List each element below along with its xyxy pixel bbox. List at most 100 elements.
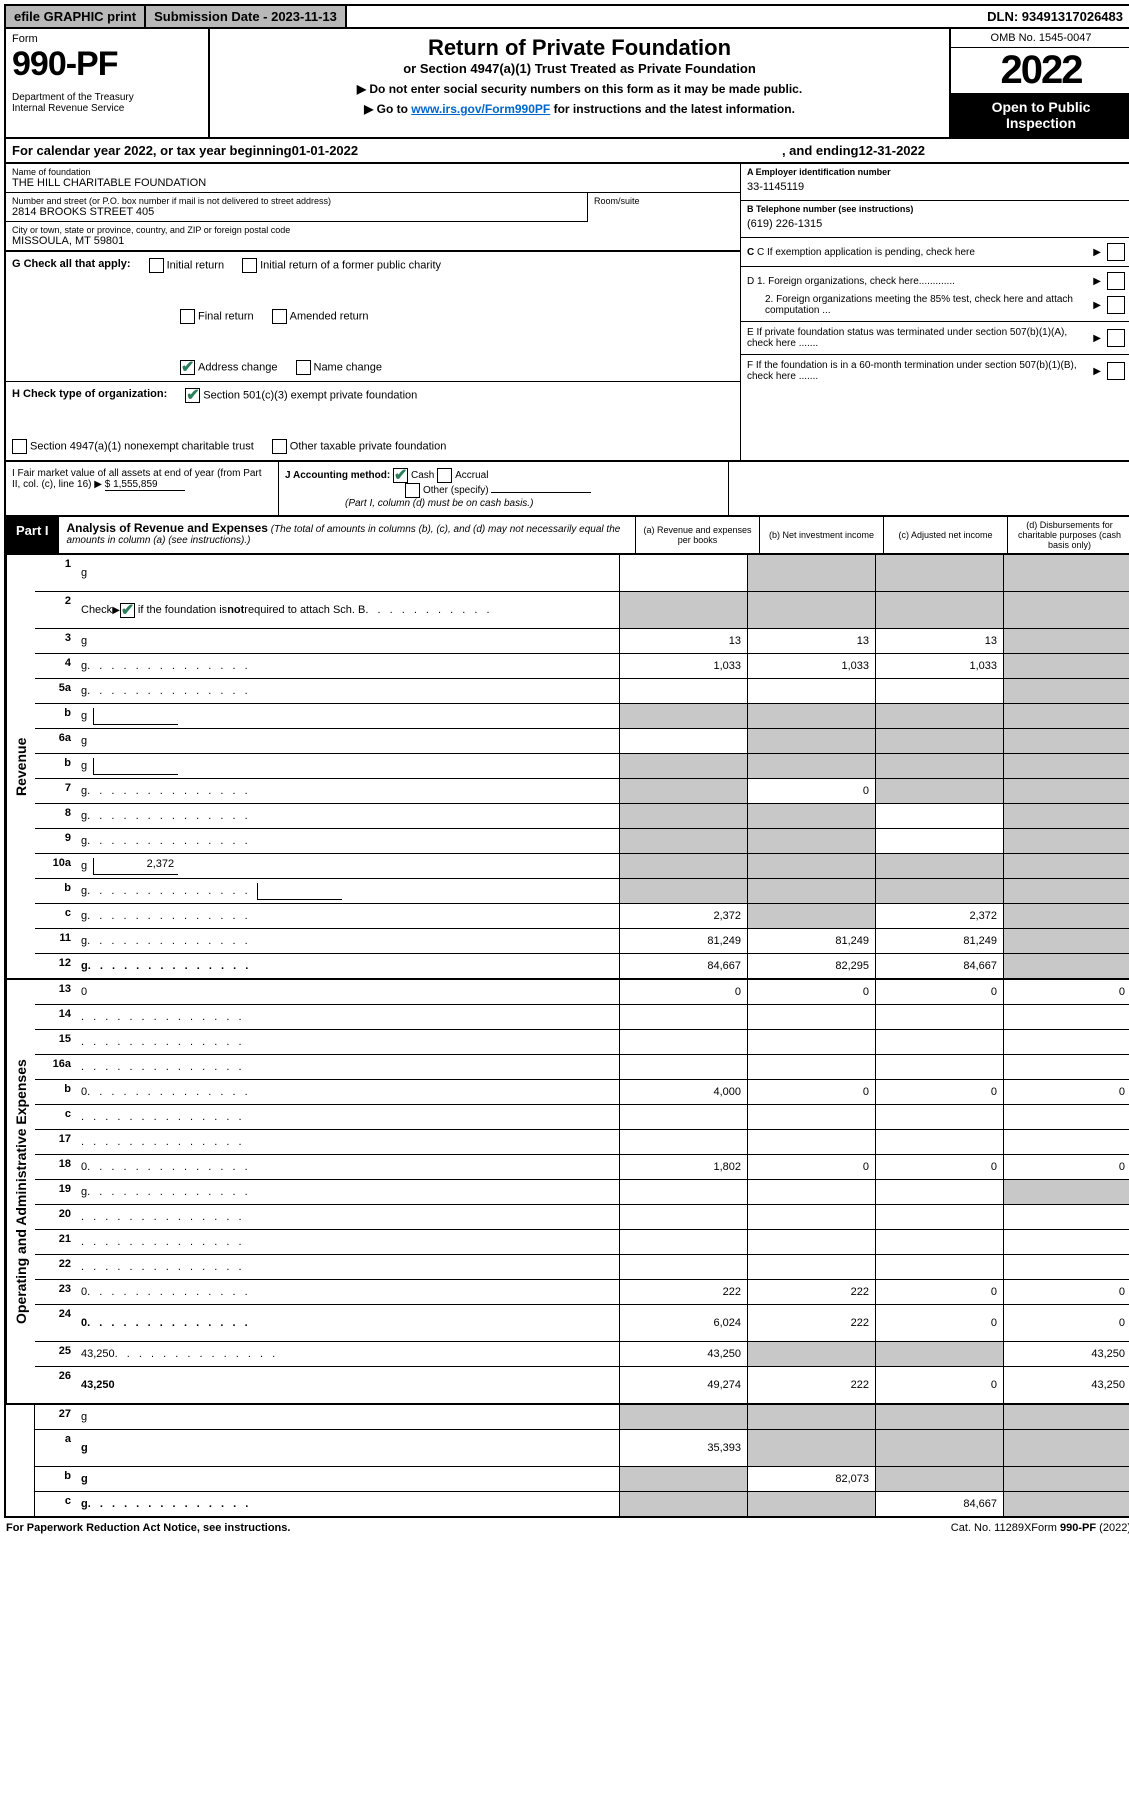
col-d [1003,729,1129,753]
col-a [619,679,747,703]
line-a: ag35,393 [35,1430,1129,1467]
net-grid: 27gag35,393bg82,073cg84,667 [4,1405,1129,1518]
col-c [875,592,1003,628]
cb-amended[interactable]: Amended return [272,309,369,324]
instructions-link[interactable]: www.irs.gov/Form990PF [411,102,550,116]
form-title: Return of Private Foundation [216,35,943,61]
col-d [1003,654,1129,678]
line-desc: 43,250 [77,1342,619,1366]
arrow-icon [1093,366,1101,377]
cb-4947[interactable]: Section 4947(a)(1) nonexempt charitable … [12,439,254,454]
cy-pre: For calendar year 2022, or tax year begi… [12,143,292,158]
cb-other-method[interactable]: Other (specify) [405,485,591,496]
line-desc: 43,250 [77,1367,619,1403]
col-d: 0 [1003,1305,1129,1341]
col-c [875,1255,1003,1279]
line-desc: g [77,1430,619,1466]
col-c [875,729,1003,753]
cb-final-return[interactable]: Final return [180,309,254,324]
col-d [1003,1255,1129,1279]
d1-label: D 1. Foreign organizations, check here..… [747,276,1093,287]
col-d: 0 [1003,980,1129,1004]
line-desc: g [77,679,619,703]
col-d [1003,954,1129,978]
line-num: 11 [35,929,77,953]
cy-end: 12-31-2022 [859,143,926,158]
col-b [747,879,875,903]
col-a [619,1105,747,1129]
col-c [875,1130,1003,1154]
ein-value: 33-1145119 [747,177,1125,197]
col-b [747,1030,875,1054]
col-c-head: (c) Adjusted net income [883,517,1007,553]
revenue-side-label: Revenue [6,555,35,978]
col-a [619,1005,747,1029]
line-num: 19 [35,1180,77,1204]
col-b: 0 [747,980,875,1004]
line-num: 3 [35,629,77,653]
col-c [875,679,1003,703]
cb-cash[interactable]: Cash [393,470,434,481]
cb-501c3[interactable]: Section 501(c)(3) exempt private foundat… [185,388,417,403]
cb-d1[interactable] [1107,272,1125,290]
ij-row: I Fair market value of all assets at end… [4,462,1129,517]
cb-name-change[interactable]: Name change [296,360,383,375]
line-desc: g [77,729,619,753]
col-c: 81,249 [875,929,1003,953]
cb-f[interactable] [1107,362,1125,380]
line-desc [77,1055,619,1079]
note2-pre: ▶ Go to [364,102,411,116]
line-b: bg [35,879,1129,904]
col-d [1003,1492,1129,1516]
col-b [747,829,875,853]
line-desc: g [77,929,619,953]
col-c [875,704,1003,728]
cb-c[interactable] [1107,243,1125,261]
line-2: 2Check if the foundation is not required… [35,592,1129,629]
line-num: 25 [35,1342,77,1366]
line-21: 21 [35,1230,1129,1255]
line-c: cg84,667 [35,1492,1129,1516]
line-num: 2 [35,592,77,628]
cb-e[interactable] [1107,329,1125,347]
col-c: 84,667 [875,954,1003,978]
col-d [1003,555,1129,591]
col-b [747,729,875,753]
line-desc [77,1105,619,1129]
col-b: 222 [747,1280,875,1304]
line-num: 7 [35,779,77,803]
cb-initial-former[interactable]: Initial return of a former public charit… [242,258,441,273]
col-b [747,555,875,591]
col-b [747,1405,875,1429]
col-b [747,754,875,778]
col-a [619,1255,747,1279]
line-18: 1801,802000 [35,1155,1129,1180]
cb-d2[interactable] [1107,296,1125,314]
col-c [875,1180,1003,1204]
cb-accrual[interactable]: Accrual [437,470,488,481]
cb-initial-return[interactable]: Initial return [149,258,224,273]
col-d [1003,704,1129,728]
col-a-head: (a) Revenue and expenses per books [635,517,759,553]
line-num: 10a [35,854,77,878]
col-a: 49,274 [619,1367,747,1403]
line-6a: 6ag [35,729,1129,754]
line-num: 16a [35,1055,77,1079]
sub-amount: 2,372 [93,858,178,875]
line-desc: 0 [77,1280,619,1304]
col-d: 0 [1003,1280,1129,1304]
col-c: 0 [875,1280,1003,1304]
addr-room-row: Number and street (or P.O. box number if… [6,193,740,222]
col-d [1003,879,1129,903]
net-rows: 27gag35,393bg82,073cg84,667 [35,1405,1129,1516]
footer-mid: Cat. No. 11289X [951,1522,1032,1534]
efile-label[interactable]: efile GRAPHIC print [6,6,146,27]
line-num: 8 [35,804,77,828]
note-ssn: ▶ Do not enter social security numbers o… [216,82,943,96]
cb-other-taxable[interactable]: Other taxable private foundation [272,439,447,454]
line-8: 8g [35,804,1129,829]
line-num: 14 [35,1005,77,1029]
col-d [1003,929,1129,953]
cb-address-change[interactable]: Address change [180,360,278,375]
expenses-side-label: Operating and Administrative Expenses [6,980,35,1403]
